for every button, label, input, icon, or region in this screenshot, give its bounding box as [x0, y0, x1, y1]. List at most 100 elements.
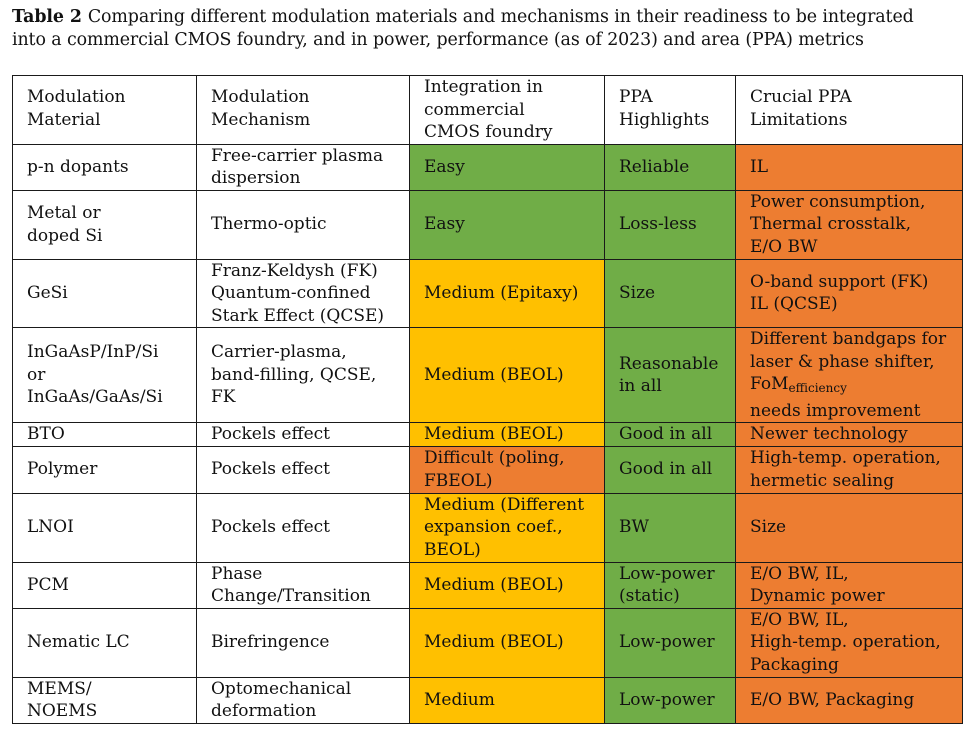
cell-text: BTO	[27, 424, 65, 444]
cell-limitations: E/O BW, Packaging	[735, 676, 963, 724]
cell-text: Thermal crosstalk,	[750, 214, 912, 235]
cell-text: laser & phase shifter,	[750, 351, 935, 372]
cell-text: Good in all	[619, 424, 713, 444]
cell-integration: Medium (BEOL)	[409, 327, 605, 423]
cell-integration: Medium (Epitaxy)	[409, 258, 605, 328]
cell-text: Dynamic power	[750, 586, 885, 606]
cell-text: E/O BW, Packaging	[750, 689, 915, 710]
cell-integration: Medium (BEOL)	[409, 561, 605, 609]
header-text: Limitations	[750, 109, 848, 130]
cell-ppa: BW	[604, 492, 736, 563]
cell-text: GeSi	[27, 283, 68, 303]
cell-text: Free-carrier plasma	[211, 145, 384, 166]
table-row: GeSi Franz-Keldysh (FK) Quantum-confined…	[12, 258, 963, 328]
cell-text: Medium (Different	[424, 494, 585, 515]
cell-text: Low-power	[619, 563, 715, 584]
modulation-comparison-table: Modulation Material Modulation Mechanism…	[12, 75, 963, 724]
cell-text: Power consumption,	[750, 191, 926, 212]
caption-label: Table 2	[12, 7, 82, 27]
cell-limitations: E/O BW, IL, Dynamic power	[735, 561, 963, 609]
cell-text: Size	[619, 283, 656, 303]
cell-limitations: Different bandgaps for laser & phase shi…	[735, 327, 963, 423]
cell-text: Stark Effect (QCSE)	[211, 305, 385, 326]
cell-mechanism: Free-carrier plasma dispersion	[196, 143, 410, 191]
header-ppa: PPA Highlights	[604, 75, 736, 145]
cell-ppa: Low-power	[604, 676, 736, 724]
cell-mechanism: Pockels effect	[196, 422, 410, 447]
cell-text: MEMS/	[27, 678, 92, 699]
header-text: Crucial PPA	[750, 87, 852, 107]
cell-limitations: Newer technology	[735, 422, 963, 447]
cell-material: Nematic LC	[12, 607, 197, 678]
cell-text: deformation	[211, 701, 317, 721]
table-row: p-n dopants Free-carrier plasma dispersi…	[12, 143, 963, 191]
header-integration: Integration in commercial CMOS foundry	[409, 75, 605, 145]
header-material: Modulation Material	[12, 75, 197, 145]
header-text: commercial	[424, 99, 525, 120]
cell-text: Loss-less	[619, 214, 697, 235]
cell-text: E/O BW, IL,	[750, 563, 849, 584]
cell-text: Medium (BEOL)	[424, 632, 564, 653]
cell-mechanism: Pockels effect	[196, 445, 410, 494]
cell-text: Easy	[424, 214, 465, 235]
cell-text: p-n dopants	[27, 156, 129, 177]
table-row: Metal or doped Si Thermo-optic Easy Loss…	[12, 189, 963, 260]
cell-integration: Difficult (poling, FBEOL)	[409, 445, 605, 494]
cell-integration: Easy	[409, 143, 605, 191]
cell-text: Low-power	[619, 632, 715, 653]
cell-material: Polymer	[12, 445, 197, 494]
cell-integration: Medium (Different expansion coef., BEOL)	[409, 492, 605, 563]
cell-mechanism: Thermo-optic	[196, 189, 410, 260]
table-row: Nematic LC Birefringence Medium (BEOL) L…	[12, 607, 963, 678]
cell-text: Low-power	[619, 689, 715, 710]
cell-text: Optomechanical	[211, 678, 352, 699]
cell-text: Change/Transition	[211, 586, 371, 606]
caption-text-1: Comparing different modulation materials…	[87, 7, 914, 27]
cell-text: Medium (BEOL)	[424, 574, 564, 595]
table-row: Polymer Pockels effect Difficult (poling…	[12, 445, 963, 494]
cell-ppa: Size	[604, 258, 736, 328]
cell-mechanism: Carrier-plasma, band-filling, QCSE, FK	[196, 327, 410, 423]
table-row: InGaAsP/InP/Si or InGaAs/GaAs/Si Carrier…	[12, 327, 963, 423]
table-row: MEMS/ NOEMS Optomechanical deformation M…	[12, 676, 963, 724]
cell-text: Metal or	[27, 203, 101, 223]
cell-text: Size	[750, 517, 787, 538]
fom-line: FoMefficiency	[750, 373, 958, 400]
header-text: Highlights	[619, 109, 710, 130]
header-limitations: Crucial PPA Limitations	[735, 75, 963, 145]
cell-text: E/O BW	[750, 236, 818, 257]
cell-text: Medium (BEOL)	[424, 364, 564, 385]
header-text: CMOS foundry	[424, 122, 553, 142]
cell-limitations: Size	[735, 492, 963, 563]
cell-text: Pockels effect	[211, 459, 330, 480]
cell-limitations: O-band support (FK) IL (QCSE)	[735, 258, 963, 328]
caption-text-2: into a commercial CMOS foundry, and in p…	[12, 30, 864, 50]
header-text: Modulation	[27, 87, 126, 107]
cell-text: Packaging	[750, 654, 839, 675]
fom-base: FoM	[750, 374, 789, 394]
cell-mechanism: Pockels effect	[196, 492, 410, 563]
cell-text: doped Si	[27, 225, 103, 246]
header-text: PPA	[619, 87, 653, 107]
header-mechanism: Modulation Mechanism	[196, 75, 410, 145]
header-text: Integration in	[424, 77, 543, 97]
cell-text: Medium (BEOL)	[424, 424, 564, 444]
cell-material: p-n dopants	[12, 143, 197, 191]
cell-text: FK	[211, 387, 236, 408]
cell-ppa: Low-power (static)	[604, 561, 736, 609]
cell-text: PCM	[27, 574, 69, 595]
cell-text: Difficult (poling,	[424, 448, 565, 468]
cell-text: dispersion	[211, 168, 301, 188]
table-row: PCM Phase Change/Transition Medium (BEOL…	[12, 561, 963, 609]
cell-text: InGaAs/GaAs/Si	[27, 387, 163, 408]
cell-mechanism: Franz-Keldysh (FK) Quantum-confined Star…	[196, 258, 410, 328]
cell-limitations: IL	[735, 143, 963, 191]
cell-text: BW	[619, 517, 649, 538]
cell-material: GeSi	[12, 258, 197, 328]
cell-material: PCM	[12, 561, 197, 609]
cell-text: band-filling, QCSE,	[211, 364, 377, 385]
cell-text: Pockels effect	[211, 424, 330, 444]
cell-text: BEOL)	[424, 539, 481, 560]
cell-text: expansion coef.,	[424, 517, 563, 538]
cell-text: Different bandgaps for	[750, 329, 947, 349]
